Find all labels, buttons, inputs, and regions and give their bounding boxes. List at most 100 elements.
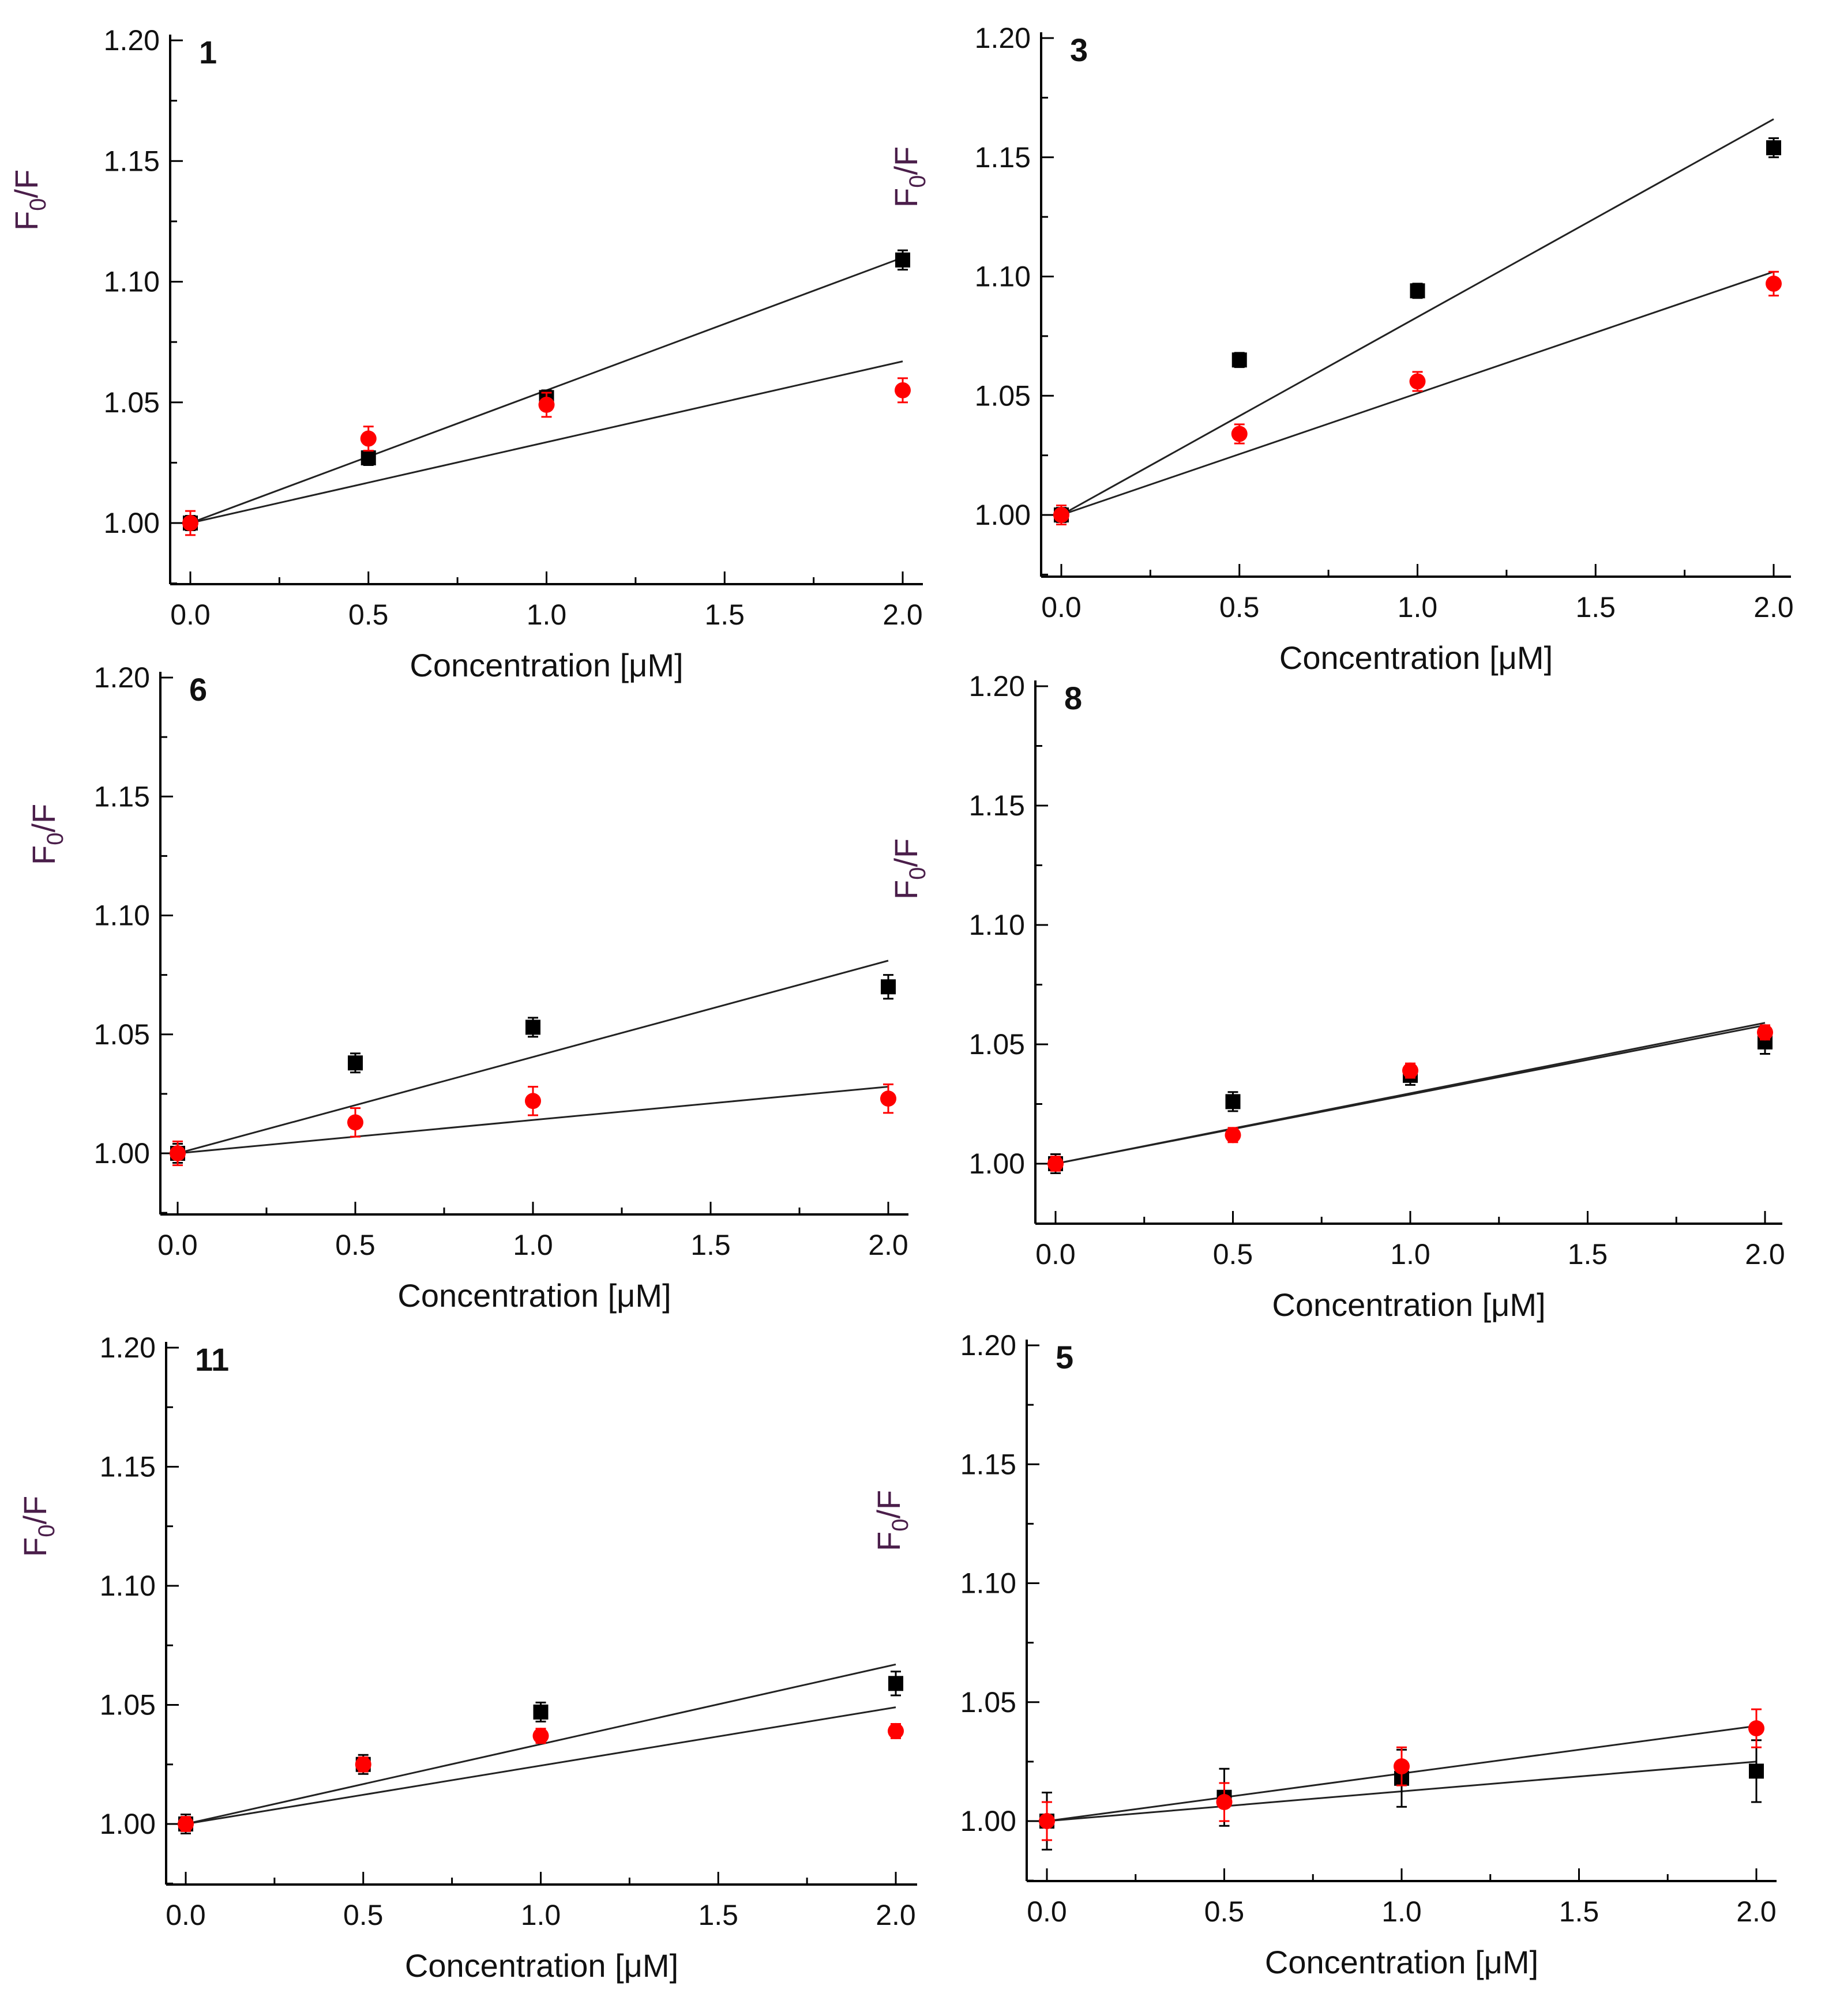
y-tick-label: 1.00 xyxy=(975,499,1031,531)
fit-line xyxy=(1055,1024,1766,1165)
y-tick-label: 1.15 xyxy=(969,789,1025,822)
fit-line xyxy=(185,1706,896,1825)
x-tick-label: 1.0 xyxy=(1398,591,1438,623)
data-point-square xyxy=(348,1055,363,1071)
data-point-square xyxy=(533,1704,549,1720)
fit-line xyxy=(1061,270,1774,516)
x-tick-label: 1.0 xyxy=(1390,1238,1430,1270)
data-point-circle xyxy=(178,1816,194,1832)
y-tick-label: 1.10 xyxy=(969,909,1025,941)
fit-line xyxy=(177,1086,889,1154)
y-tick-label: 1.15 xyxy=(104,145,160,177)
x-tick-label: 1.5 xyxy=(1568,1238,1608,1270)
y-axis-title: F0/F xyxy=(17,1496,59,1557)
y-tick-label: 1.00 xyxy=(104,507,160,539)
chart-panel-5: 1.00 1.05 1.10 1.15 1.20 0.0 0.5 1.0 1.5 2.0 Conce… xyxy=(870,1329,1777,1980)
data-point-circle xyxy=(532,1728,549,1744)
x-tick-label: 0.0 xyxy=(1035,1238,1076,1270)
data-point-square xyxy=(1749,1763,1764,1779)
chart-panel-1: 1.00 1.05 1.10 1.15 1.20 0.0 0.5 1.0 1.5 2.0 Conce… xyxy=(8,24,923,683)
x-tick-label: 1.0 xyxy=(1381,1895,1422,1928)
data-point-circle xyxy=(360,430,377,447)
y-tick-label: 1.20 xyxy=(960,1329,1016,1361)
x-tick-label: 1.5 xyxy=(690,1229,731,1261)
data-point-circle xyxy=(880,1090,896,1107)
panel-label: 1 xyxy=(199,34,217,70)
y-tick-label: 1.10 xyxy=(975,261,1031,293)
chart-panel-8: 1.00 1.05 1.10 1.15 1.20 0.0 0.5 1.0 1.5 2.0 Conce… xyxy=(888,670,1785,1323)
y-tick-label: 1.10 xyxy=(94,900,150,932)
x-tick-label: 0.0 xyxy=(1041,591,1082,623)
chart-panel-3: 1.00 1.05 1.10 1.15 1.20 0.0 0.5 1.0 1.5 2.0 Conce… xyxy=(888,22,1794,676)
x-tick-label: 0.0 xyxy=(157,1229,198,1261)
data-point-circle xyxy=(1757,1024,1773,1041)
x-tick-label: 0.5 xyxy=(335,1229,375,1261)
x-tick-label: 1.0 xyxy=(513,1229,553,1261)
x-tick-label: 0.5 xyxy=(1213,1238,1253,1270)
x-tick-label: 2.0 xyxy=(1745,1238,1785,1270)
data-point-circle xyxy=(1409,373,1426,390)
y-tick-label: 1.20 xyxy=(94,661,150,694)
data-point-square xyxy=(361,450,376,466)
data-point-square xyxy=(881,979,896,995)
panel-label: 3 xyxy=(1070,32,1088,68)
y-tick-label: 1.05 xyxy=(960,1686,1016,1718)
data-point-square xyxy=(888,1676,903,1691)
y-tick-label: 1.05 xyxy=(94,1018,150,1051)
y-tick-label: 1.20 xyxy=(104,24,160,57)
x-tick-label: 0.0 xyxy=(166,1899,206,1931)
x-tick-label: 1.5 xyxy=(1575,591,1616,623)
x-tick-label: 2.0 xyxy=(868,1229,908,1261)
x-tick-label: 0.0 xyxy=(170,599,211,631)
y-tick-label: 1.00 xyxy=(960,1805,1016,1837)
data-point-square xyxy=(525,1020,540,1035)
x-axis-title: Concentration [μM] xyxy=(405,1947,678,1984)
data-point-circle xyxy=(1216,1794,1233,1810)
x-tick-label: 0.5 xyxy=(1204,1895,1245,1928)
data-point-square xyxy=(1410,283,1425,299)
x-tick-label: 0.5 xyxy=(348,599,389,631)
data-point-circle xyxy=(1394,1758,1410,1775)
y-axis-title: F0/F xyxy=(8,170,51,231)
x-tick-label: 2.0 xyxy=(1736,1895,1777,1928)
x-tick-label: 2.0 xyxy=(1753,591,1794,623)
y-tick-label: 1.00 xyxy=(969,1148,1025,1180)
x-tick-label: 0.5 xyxy=(1219,591,1260,623)
y-tick-label: 1.15 xyxy=(94,780,150,813)
data-point-circle xyxy=(888,1722,904,1739)
y-tick-label: 1.10 xyxy=(100,1570,156,1602)
y-axis-title: F0/F xyxy=(888,146,930,208)
data-point-square xyxy=(895,252,910,268)
x-tick-label: 2.0 xyxy=(876,1899,916,1931)
x-tick-label: 1.5 xyxy=(704,599,745,631)
data-point-circle xyxy=(895,382,911,398)
y-tick-label: 1.20 xyxy=(969,670,1025,702)
y-tick-label: 1.20 xyxy=(100,1332,156,1364)
x-tick-label: 2.0 xyxy=(883,599,923,631)
data-point-circle xyxy=(1748,1720,1764,1737)
data-point-square xyxy=(1231,352,1247,368)
panel-label: 11 xyxy=(195,1341,229,1378)
data-point-square xyxy=(1225,1094,1241,1109)
data-point-circle xyxy=(1402,1062,1418,1079)
panel-label: 6 xyxy=(189,671,207,708)
y-tick-label: 1.10 xyxy=(104,266,160,298)
data-point-circle xyxy=(1053,507,1069,523)
y-tick-label: 1.20 xyxy=(975,22,1031,54)
x-axis-title: Concentration [μM] xyxy=(1265,1944,1538,1980)
fit-line xyxy=(177,960,889,1154)
x-axis-title: Concentration [μM] xyxy=(397,1277,671,1314)
chart-panel-6: 1.00 1.05 1.10 1.15 1.20 0.0 0.5 1.0 1.5 2.0 Conce… xyxy=(25,661,908,1314)
x-tick-label: 0.0 xyxy=(1027,1895,1067,1928)
data-point-square xyxy=(1766,140,1781,156)
panel-label: 8 xyxy=(1064,680,1082,716)
data-point-circle xyxy=(355,1756,371,1773)
fit-line xyxy=(1061,118,1774,516)
data-point-circle xyxy=(1766,275,1782,292)
y-axis-title: F0/F xyxy=(870,1490,913,1551)
x-tick-label: 1.5 xyxy=(698,1899,738,1931)
data-point-circle xyxy=(1047,1156,1064,1172)
x-axis-title: Concentration [μM] xyxy=(410,647,683,683)
x-tick-label: 1.0 xyxy=(527,599,567,631)
